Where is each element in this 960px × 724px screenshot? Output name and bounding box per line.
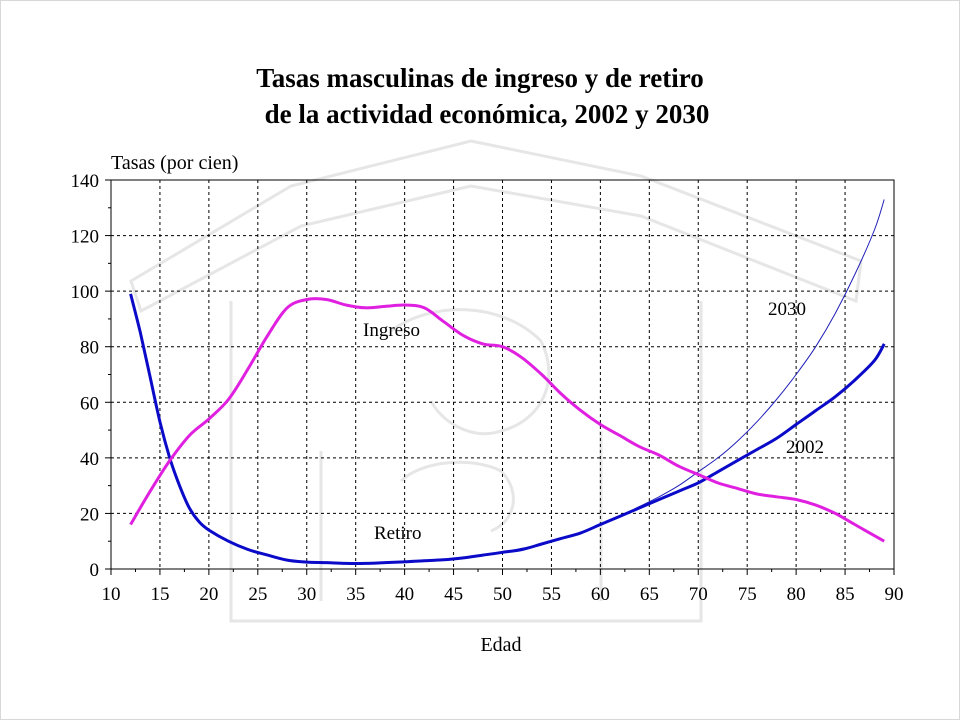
y-axis-label: Tasas (por cien): [111, 152, 238, 174]
x-tick-label: 20: [199, 584, 218, 605]
x-tick-label: 90: [885, 584, 904, 605]
watermark-logo: [129, 139, 863, 623]
y-tick-label: 120: [71, 227, 100, 248]
x-tick-label: 45: [444, 584, 463, 605]
series-line-ingreso: [129, 297, 885, 543]
x-tick-label: 60: [591, 584, 610, 605]
y-tick-label: 40: [80, 449, 99, 470]
annotation-2002: 2002: [786, 437, 824, 458]
y-axis-ticks: 0 20 40 60 80 100 120 140: [71, 171, 111, 581]
series-line-retiro-2030: [502, 199, 885, 553]
chart-title-line-2: de la actividad económica, 2002 y 2030: [265, 99, 710, 129]
y-tick-label: 60: [80, 393, 99, 414]
x-tick-label: 70: [689, 584, 708, 605]
x-tick-label: 50: [493, 584, 512, 605]
grid: [111, 180, 894, 569]
y-tick-label: 0: [90, 560, 100, 581]
x-tick-label: 75: [738, 584, 757, 605]
x-axis-label: Edad: [480, 634, 521, 656]
annotation-ingreso: Ingreso: [363, 320, 420, 341]
y-tick-label: 100: [71, 282, 100, 303]
x-tick-label: 15: [150, 584, 169, 605]
y-tick-label: 80: [80, 338, 99, 359]
y-tick-label: 140: [71, 171, 100, 192]
series-line-retiro-2002: [129, 293, 886, 566]
x-tick-label: 85: [836, 584, 855, 605]
y-tick-label: 20: [80, 504, 99, 525]
x-axis-ticks: 10 15 20 25 30 35 40 45 50 55 60 65 70 75 80 85 90: [102, 569, 904, 605]
x-tick-label: 80: [787, 584, 806, 605]
x-tick-label: 65: [640, 584, 659, 605]
x-tick-label: 40: [395, 584, 414, 605]
x-tick-label: 10: [102, 584, 121, 605]
x-tick-label: 55: [542, 584, 561, 605]
x-tick-label: 25: [248, 584, 267, 605]
annotation-retiro: Retiro: [374, 523, 422, 544]
x-tick-label: 30: [297, 584, 316, 605]
annotation-2030: 2030: [768, 299, 806, 320]
x-tick-label: 35: [346, 584, 365, 605]
chart-title-line-1: Tasas masculinas de ingreso y de retiro: [256, 63, 704, 93]
